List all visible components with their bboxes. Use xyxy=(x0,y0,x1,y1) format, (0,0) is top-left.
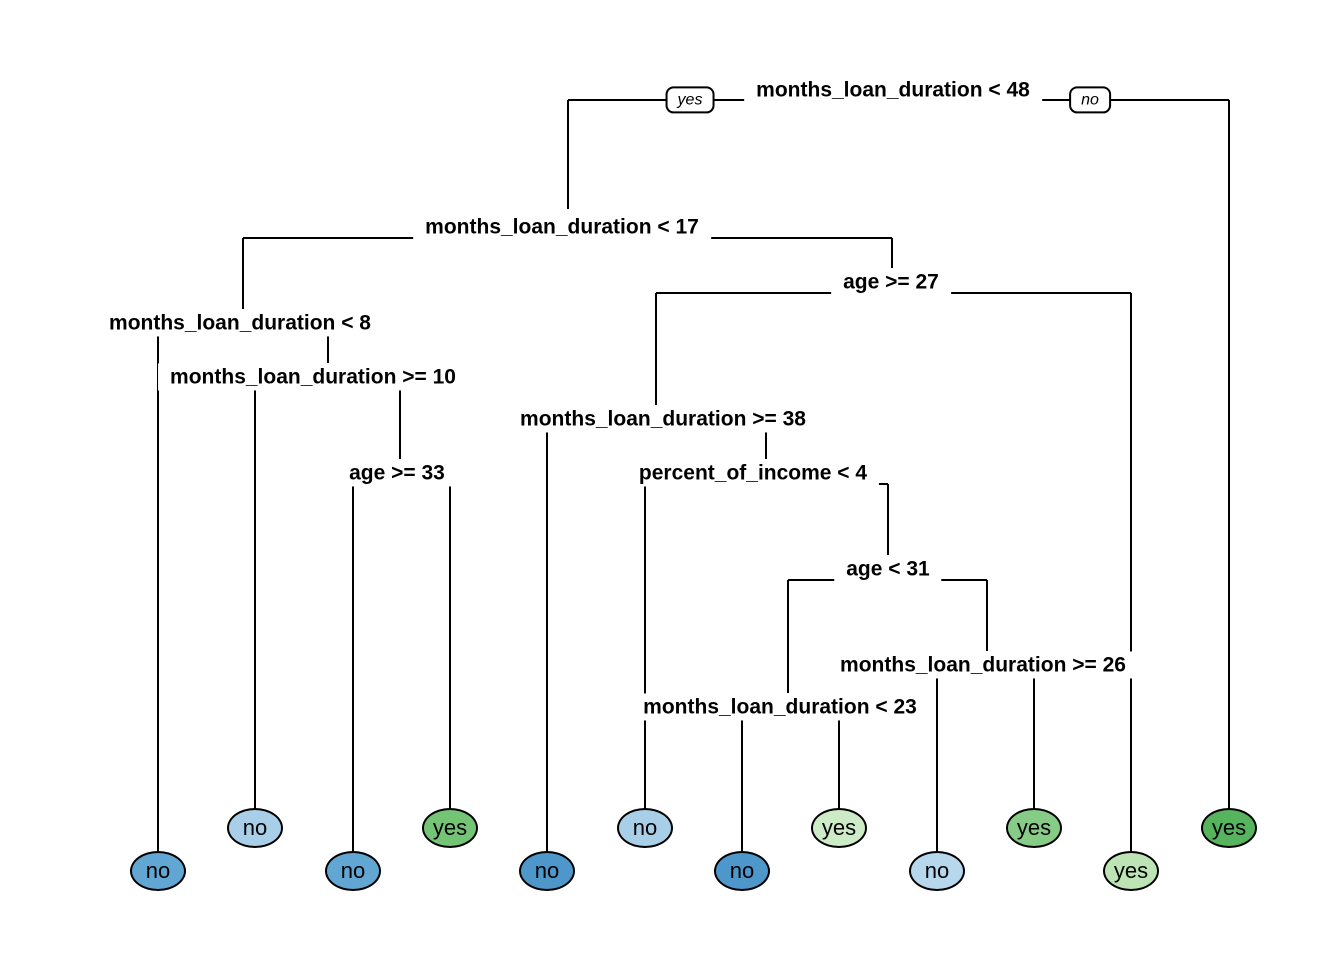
branch-drop-line xyxy=(986,580,988,651)
root-no-branch-badge: no xyxy=(1069,86,1111,114)
leaf-node-12-yes: yes xyxy=(1201,808,1257,848)
branch-drop-line xyxy=(242,238,244,309)
branch-drop-line xyxy=(644,484,646,809)
split-label-6: age >= 27 xyxy=(831,268,951,296)
branch-drop-line xyxy=(352,484,354,852)
split-label-10: months_loan_duration < 23 xyxy=(631,693,929,721)
leaf-node-3-no: no xyxy=(325,851,381,891)
split-label-2: months_loan_duration < 17 xyxy=(413,213,711,241)
leaf-node-6-no: no xyxy=(617,808,673,848)
branch-drop-line xyxy=(254,388,256,809)
split-label-8: percent_of_income < 4 xyxy=(626,459,880,487)
branch-drop-line xyxy=(157,334,159,852)
branch-drop-line xyxy=(655,293,657,405)
branch-drop-line xyxy=(838,718,840,809)
branch-drop-line xyxy=(399,388,401,459)
branch-drop-line xyxy=(449,484,451,809)
branch-drop-line xyxy=(936,676,938,852)
split-label-11: months_loan_duration >= 26 xyxy=(828,651,1138,679)
branch-drop-line xyxy=(327,334,329,363)
split-label-9: age < 31 xyxy=(834,555,942,583)
leaf-node-11-yes: yes xyxy=(1103,851,1159,891)
leaf-node-9-no: no xyxy=(909,851,965,891)
leaf-node-10-yes: yes xyxy=(1006,808,1062,848)
leaf-node-8-yes: yes xyxy=(811,808,867,848)
split-label-3: months_loan_duration < 8 xyxy=(97,309,383,337)
leaf-node-5-no: no xyxy=(519,851,575,891)
split-label-7: months_loan_duration >= 38 xyxy=(508,405,818,433)
branch-drop-line xyxy=(1130,293,1132,852)
branch-drop-line xyxy=(1228,100,1230,809)
leaf-node-4-yes: yes xyxy=(422,808,478,848)
leaf-node-1-no: no xyxy=(130,851,186,891)
split-label-1: months_loan_duration < 48 xyxy=(744,76,1042,104)
branch-drop-line xyxy=(887,484,889,555)
leaf-node-2-no: no xyxy=(227,808,283,848)
branch-drop-line xyxy=(891,238,893,268)
root-yes-branch-badge: yes xyxy=(665,86,715,114)
split-label-5: age >= 33 xyxy=(337,459,457,487)
branch-drop-line xyxy=(765,430,767,459)
branch-drop-line xyxy=(1033,676,1035,809)
branch-drop-line xyxy=(741,718,743,852)
branch-drop-line xyxy=(787,580,789,693)
branch-drop-line xyxy=(567,100,569,209)
branch-drop-line xyxy=(546,430,548,852)
leaf-node-7-no: no xyxy=(714,851,770,891)
split-label-4: months_loan_duration >= 10 xyxy=(158,363,468,391)
